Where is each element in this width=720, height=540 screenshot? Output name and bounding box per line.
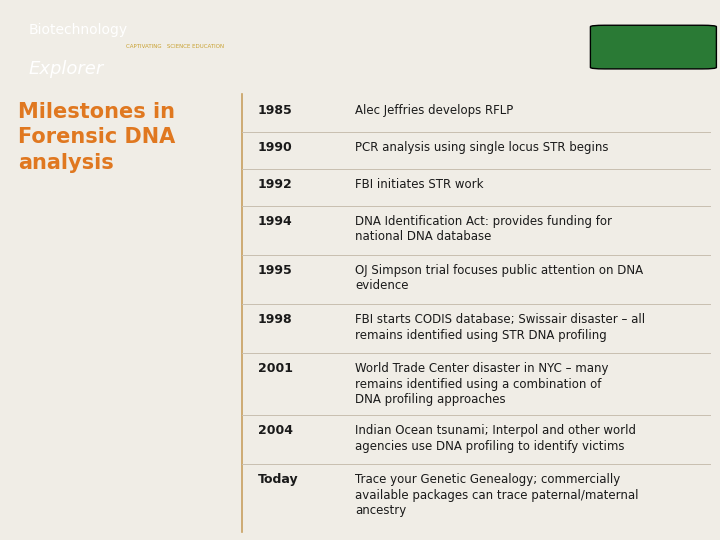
Text: BIO·RAD: BIO·RAD	[621, 40, 686, 54]
Text: Explorer: Explorer	[29, 60, 104, 78]
Text: 1992: 1992	[258, 178, 293, 191]
Text: FBI initiates STR work: FBI initiates STR work	[355, 178, 484, 191]
Text: Today: Today	[258, 474, 299, 487]
Text: PCR analysis using single locus STR begins: PCR analysis using single locus STR begi…	[355, 140, 608, 154]
Text: FBI starts CODIS database; Swissair disaster – all
remains identified using STR : FBI starts CODIS database; Swissair disa…	[355, 313, 645, 342]
Text: World Trade Center disaster in NYC – many
remains identified using a combination: World Trade Center disaster in NYC – man…	[355, 362, 608, 407]
Text: Alec Jeffries develops RFLP: Alec Jeffries develops RFLP	[355, 104, 513, 117]
Text: 2004: 2004	[258, 424, 293, 437]
Text: Indian Ocean tsunami; Interpol and other world
agencies use DNA profiling to ide: Indian Ocean tsunami; Interpol and other…	[355, 424, 636, 453]
Text: CAPTIVATING   SCIENCE EDUCATION: CAPTIVATING SCIENCE EDUCATION	[126, 44, 224, 49]
Text: 1995: 1995	[258, 264, 293, 277]
FancyBboxPatch shape	[590, 25, 716, 69]
Text: Biotechnology: Biotechnology	[29, 23, 128, 37]
Text: OJ Simpson trial focuses public attention on DNA
evidence: OJ Simpson trial focuses public attentio…	[355, 264, 643, 292]
Text: 1998: 1998	[258, 313, 292, 326]
Text: Trace your Genetic Genealogy; commercially
available packages can trace paternal: Trace your Genetic Genealogy; commercial…	[355, 474, 639, 517]
Text: 1994: 1994	[258, 214, 293, 227]
Text: DNA Identification Act: provides funding for
national DNA database: DNA Identification Act: provides funding…	[355, 214, 612, 243]
Text: 1985: 1985	[258, 104, 293, 117]
Text: Milestones in
Forensic DNA
analysis: Milestones in Forensic DNA analysis	[18, 102, 175, 173]
Text: 2001: 2001	[258, 362, 293, 375]
Text: 1990: 1990	[258, 140, 293, 154]
